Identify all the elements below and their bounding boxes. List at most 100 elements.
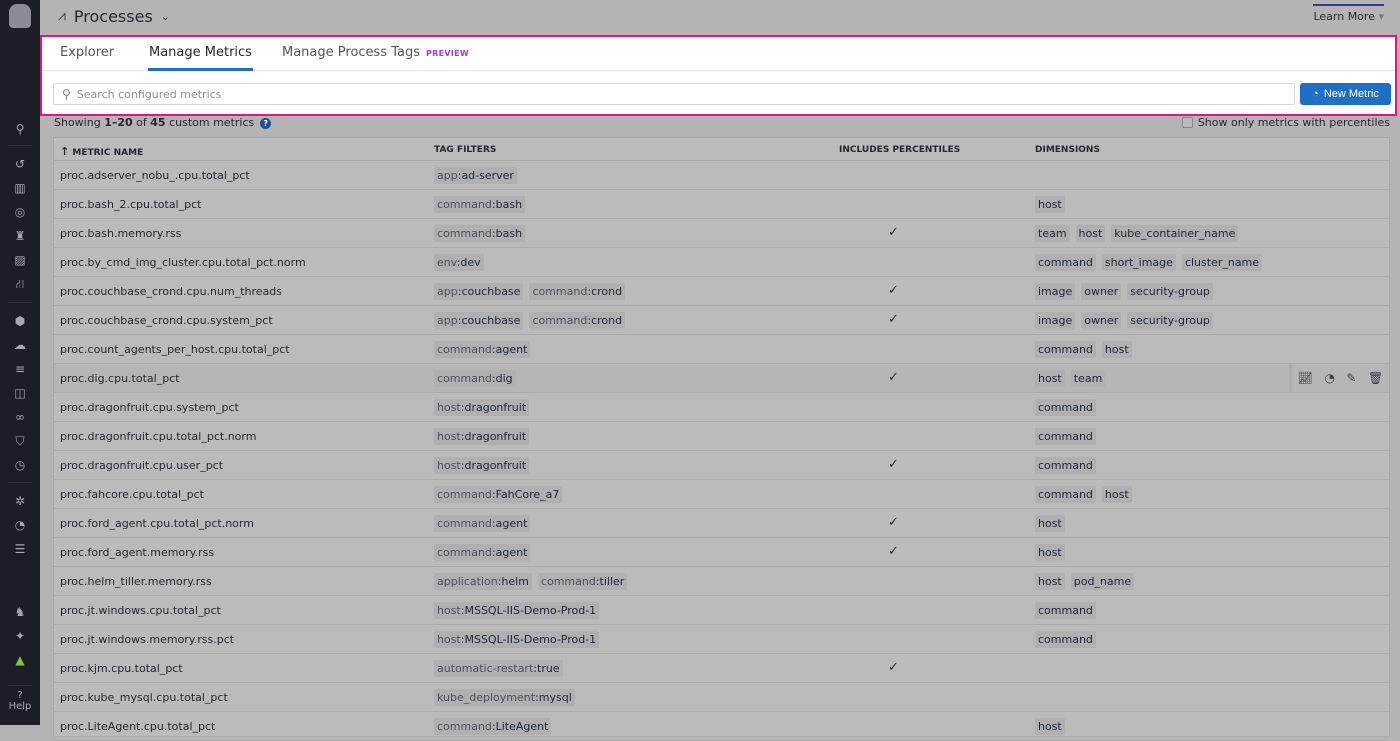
table-row[interactable]: proc.LiteAgent.cpu.total_pct command:Lite… <box>54 712 1389 741</box>
metric-name[interactable]: proc.jt.windows.memory.rss.pct <box>60 633 235 646</box>
metric-name[interactable]: proc.fahcore.cpu.total_pct <box>60 488 204 501</box>
highlighted-panel: Explorer Manage Metrics Manage Process T… <box>40 35 1397 116</box>
metric-name[interactable]: proc.bash_2.cpu.total_pct <box>60 198 202 211</box>
tag-filters: kube_deployment:mysql <box>434 689 575 706</box>
column-dimensions: DIMENSIONS <box>1035 145 1100 155</box>
puzzle-icon[interactable]: ♞ <box>14 605 26 619</box>
metric-name[interactable]: proc.by_cmd_img_cluster.cpu.total_pct.no… <box>60 256 306 269</box>
tab-explorer[interactable]: Explorer <box>60 45 115 60</box>
table-row[interactable]: proc.jt.windows.memory.rss.pct host:MSSQL… <box>54 625 1389 654</box>
tag-chip: app:couchbase <box>434 283 524 300</box>
table-row[interactable]: proc.ford_agent.memory.rss command:agent ✓… <box>54 538 1389 567</box>
tag-filters: command:bash <box>434 196 526 213</box>
metric-name[interactable]: proc.LiteAgent.cpu.total_pct <box>60 720 216 733</box>
metric-name[interactable]: proc.dig.cpu.total_pct <box>60 372 180 385</box>
dimensions: command <box>1035 457 1096 474</box>
apm-icon[interactable]: ⬢ <box>14 314 26 328</box>
ci-icon[interactable]: ☰ <box>14 542 26 556</box>
dimensions: host <box>1035 515 1065 532</box>
metric-name[interactable]: proc.adserver_nobu_.cpu.total_pct <box>60 169 250 182</box>
bug-icon[interactable]: ✲ <box>14 494 26 508</box>
metric-name[interactable]: proc.jt.windows.cpu.total_pct <box>60 604 221 617</box>
metric-name[interactable]: proc.kube_mysql.cpu.total_pct <box>60 691 228 704</box>
sort-arrow-up-icon: ↑ <box>60 145 70 158</box>
page-title: Processes <box>73 6 153 26</box>
table-row[interactable]: proc.couchbase_crond.cpu.system_pct app:c… <box>54 306 1389 335</box>
table-row[interactable]: proc.bash_2.cpu.total_pct command:bash hos… <box>54 190 1389 219</box>
network-icon[interactable]: ◫ <box>14 386 26 400</box>
tag-chip: command:FahCore_a7 <box>434 486 563 503</box>
tag-chip: app:couchbase <box>434 312 524 329</box>
table-row[interactable]: proc.dragonfruit.cpu.total_pct.norm host:… <box>54 422 1389 451</box>
infrastructure-icon[interactable]: ▨ <box>14 253 26 267</box>
trash-icon[interactable]: 🗑︎ <box>1367 371 1384 385</box>
column-metric-name[interactable]: ↑ METRIC NAME <box>60 145 144 158</box>
metric-name[interactable]: proc.dragonfruit.cpu.user_pct <box>60 459 224 472</box>
rum-icon[interactable]: ◷ <box>14 458 26 472</box>
table-row[interactable]: proc.couchbase_crond.cpu.num_threads app:… <box>54 277 1389 306</box>
dimensions: command <box>1035 428 1096 445</box>
avatar-icon[interactable]: ▲ <box>15 653 25 667</box>
graph-icon[interactable]: 📈︎ <box>1297 371 1313 385</box>
new-metric-button[interactable]: ◔ New Metric <box>1300 83 1391 105</box>
security-icon[interactable]: ⛉ <box>15 434 25 448</box>
tag-chip: command:LiteAgent <box>434 718 552 735</box>
datadog-logo[interactable] <box>9 4 31 28</box>
learn-more-button[interactable]: Learn More ▾ <box>1313 4 1384 23</box>
metric-name[interactable]: proc.dragonfruit.cpu.system_pct <box>60 401 239 414</box>
integrations-icon[interactable]: ⛙ <box>15 277 25 291</box>
metric-name[interactable]: proc.ford_agent.cpu.total_pct.norm <box>60 517 254 530</box>
table-row[interactable]: proc.jt.windows.cpu.total_pct host:MSSQL-… <box>54 596 1389 625</box>
metric-name[interactable]: proc.couchbase_crond.cpu.system_pct <box>60 314 273 327</box>
table-row[interactable]: proc.dragonfruit.cpu.user_pct host:dragon… <box>54 451 1389 480</box>
tab-bar: Explorer Manage Metrics Manage Process T… <box>42 37 1395 71</box>
dimensions: host team <box>1035 370 1106 387</box>
table-row[interactable]: proc.ford_agent.cpu.total_pct.norm comman… <box>54 509 1389 538</box>
edit-icon[interactable]: ✎ <box>1346 371 1357 385</box>
cloud-icon[interactable]: ☁ <box>14 338 26 352</box>
tag-filters: host:dragonfruit <box>434 399 530 416</box>
tag-chip: command:bash <box>434 196 526 213</box>
table-row[interactable]: proc.adserver_nobu_.cpu.total_pct app:ad-… <box>54 161 1389 190</box>
dimension-chip: command <box>1035 486 1096 503</box>
tag-chip: host:dragonfruit <box>434 399 530 416</box>
dimensions: host <box>1035 718 1065 735</box>
help-icon[interactable]: ? <box>260 118 272 129</box>
table-row[interactable]: proc.helm_tiller.memory.rss application:h… <box>54 567 1389 596</box>
table-row[interactable]: proc.count_agents_per_host.cpu.total_pct… <box>54 335 1389 364</box>
sparkle-icon[interactable]: ✦ <box>14 629 26 643</box>
metric-name[interactable]: proc.bash.memory.rss <box>60 227 182 240</box>
table-row[interactable]: proc.kjm.cpu.total_pct automatic-restart:… <box>54 654 1389 683</box>
metric-name[interactable]: proc.dragonfruit.cpu.total_pct.norm <box>60 430 257 443</box>
table-row[interactable]: proc.by_cmd_img_cluster.cpu.total_pct.no… <box>54 248 1389 277</box>
chevron-down-icon[interactable]: ⌄ <box>160 9 170 23</box>
dashboard-icon[interactable]: ▥ <box>14 181 26 195</box>
table-row[interactable]: proc.bash.memory.rss command:bash ✓ team hos… <box>54 219 1389 248</box>
table-row[interactable]: proc.fahcore.cpu.total_pct command:FahCor… <box>54 480 1389 509</box>
check-icon: ✓ <box>888 283 899 298</box>
gauge-icon[interactable]: ◔ <box>1324 371 1335 385</box>
help-button[interactable]: ? Help <box>0 690 40 712</box>
table-row[interactable]: proc.dragonfruit.cpu.system_pct host:drag… <box>54 393 1389 422</box>
metric-name[interactable]: proc.helm_tiller.memory.rss <box>60 575 212 588</box>
search-input[interactable] <box>76 87 1277 101</box>
metric-name[interactable]: proc.ford_agent.memory.rss <box>60 546 215 559</box>
logs-icon[interactable]: ≡ <box>14 362 26 376</box>
monitor-icon[interactable]: ◎ <box>14 205 26 219</box>
percentile-checkbox[interactable] <box>1181 117 1193 128</box>
table-row[interactable]: proc.dig.cpu.total_pct command:dig ✓ host te… <box>54 364 1389 393</box>
metric-name[interactable]: proc.kjm.cpu.total_pct <box>60 662 183 675</box>
binoculars-icon[interactable]: ♜ <box>14 229 26 243</box>
history-icon[interactable]: ↺ <box>14 157 26 171</box>
percentile-filter[interactable]: Show only metrics with percentiles <box>1181 116 1390 129</box>
gauge-icon[interactable]: ◔ <box>14 518 26 532</box>
tag-chip: command:crond <box>529 283 626 300</box>
table-row[interactable]: proc.kube_mysql.cpu.total_pct kube_deploy… <box>54 683 1389 712</box>
metric-name[interactable]: proc.count_agents_per_host.cpu.total_pct <box>60 343 290 356</box>
search-icon[interactable]: ⚲ <box>15 122 25 136</box>
tab-manage-metrics[interactable]: Manage Metrics <box>148 45 253 71</box>
metric-name[interactable]: proc.couchbase_crond.cpu.num_threads <box>60 285 282 298</box>
synthetics-icon[interactable]: ∞ <box>15 410 25 424</box>
metrics-table: ↑ METRIC NAME TAG FILTERS INCLUDES PERCE… <box>53 137 1390 741</box>
tab-manage-process-tags[interactable]: Manage Process Tags PREVIEW <box>282 45 470 60</box>
